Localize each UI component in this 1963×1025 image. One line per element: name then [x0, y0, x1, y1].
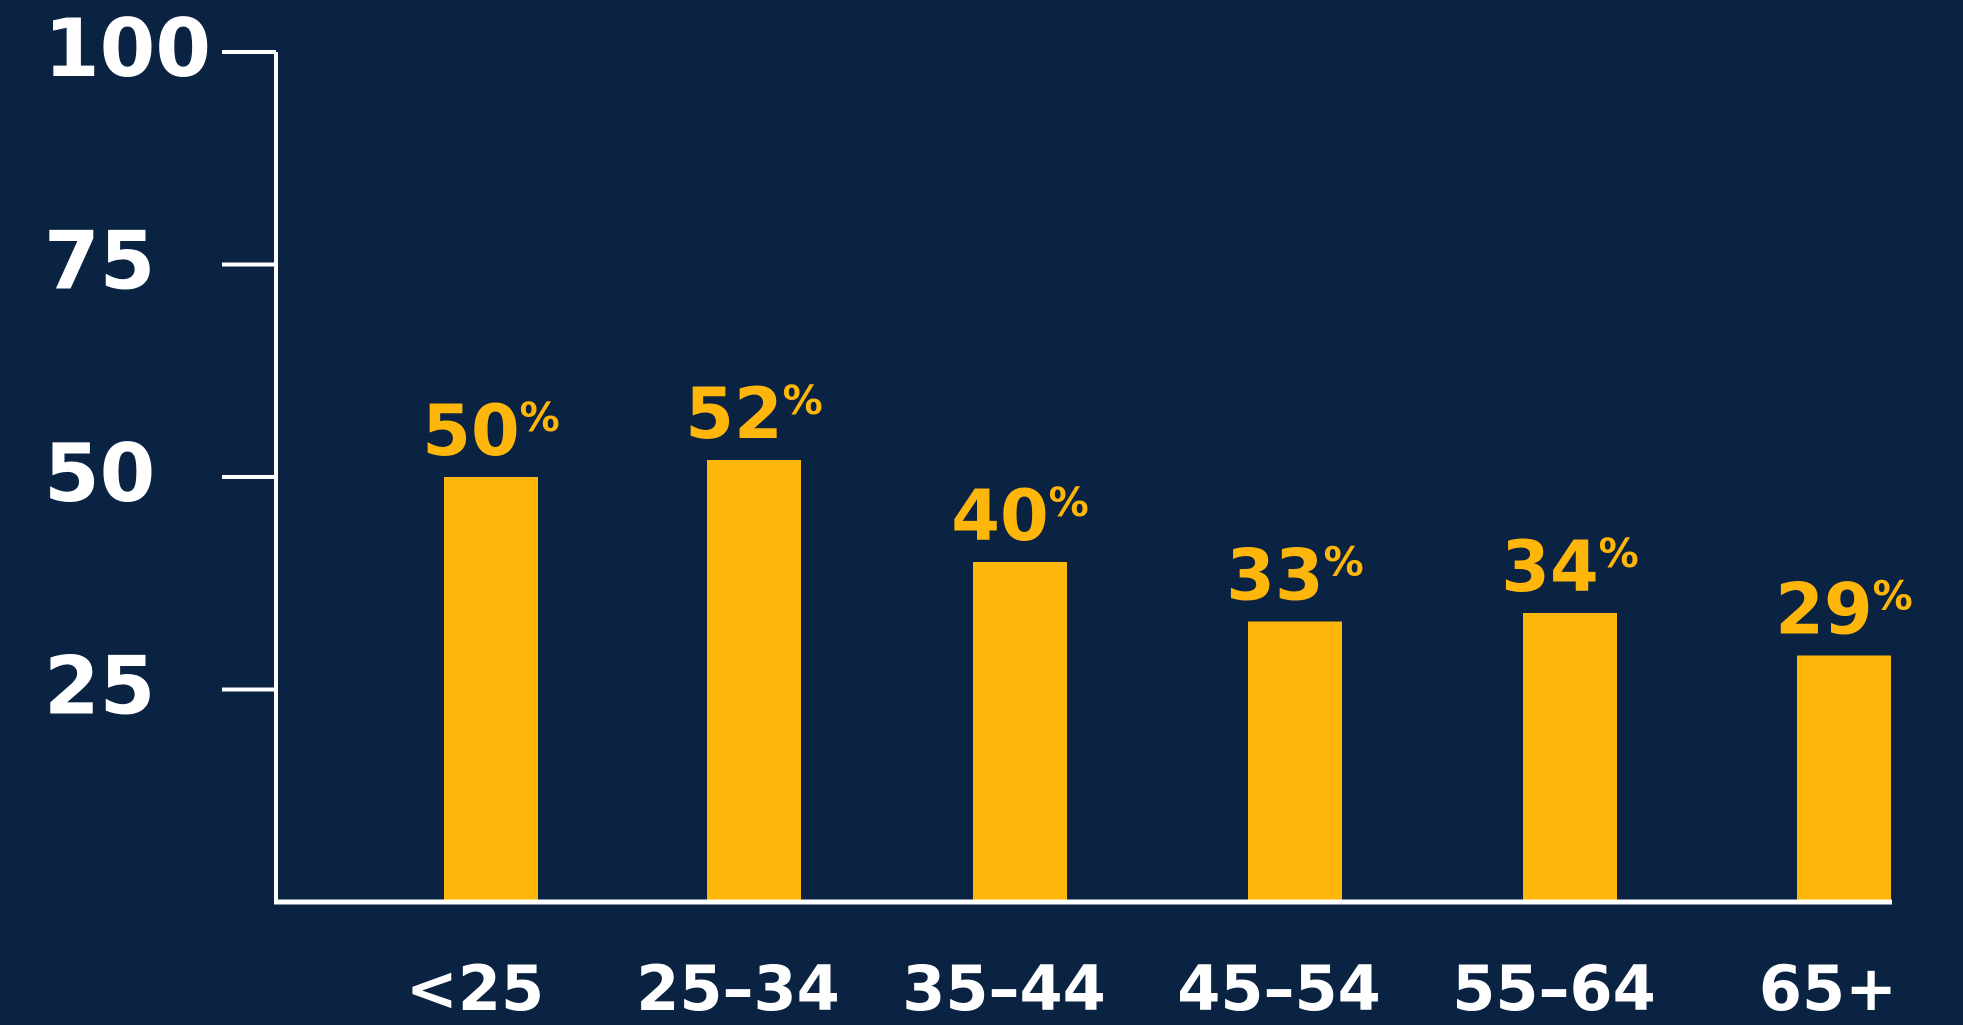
bar-value-label: 29% [1775, 569, 1913, 651]
y-tick-label: 50 [44, 427, 155, 520]
bar [973, 562, 1067, 902]
bar [1248, 621, 1342, 902]
x-category-label: 25–34 [636, 952, 840, 1020]
bar [444, 477, 538, 902]
y-axis-ticks: 25 50 75 100 [44, 2, 276, 733]
x-category-label: 45–54 [1177, 952, 1381, 1020]
bar-value-label: 34% [1501, 526, 1639, 608]
y-tick-label: 75 [44, 215, 155, 308]
bar [1523, 613, 1617, 902]
bars-group [444, 460, 1891, 902]
x-category-label: 55–64 [1452, 952, 1656, 1020]
bar-value-label: 33% [1226, 535, 1364, 617]
y-tick-label: 25 [44, 640, 155, 733]
y-tick-label: 100 [44, 2, 211, 95]
bar-value-label: 52% [685, 373, 823, 455]
bar-value-label: 40% [951, 475, 1089, 557]
x-axis-labels-group: <25 25–34 35–44 45–54 55–64 65+ [406, 952, 1897, 1025]
x-category-label: 35–44 [902, 952, 1106, 1020]
x-category-label: <25 [406, 952, 544, 1020]
x-category-label: 65+ [1759, 952, 1897, 1020]
value-labels-group: 50% 52% 40% 33% 34% 29% [422, 373, 1913, 651]
bar [1797, 655, 1891, 902]
bar [707, 460, 801, 902]
bar-value-label: 50% [422, 390, 560, 472]
